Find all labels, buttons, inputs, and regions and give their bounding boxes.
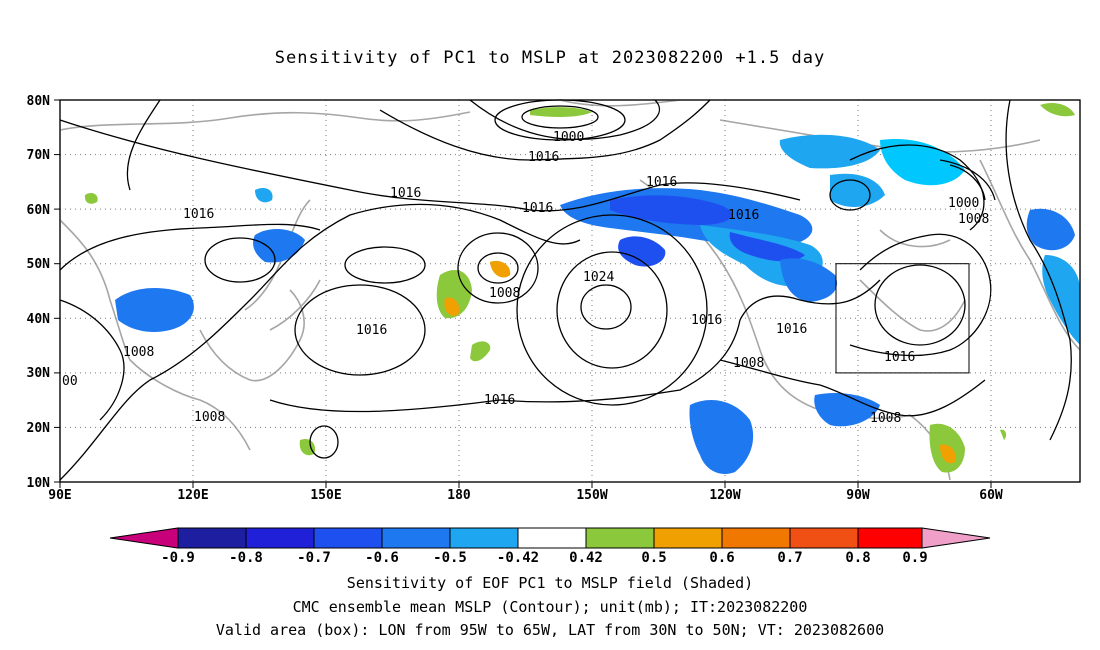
colorbar-label: -0.9 xyxy=(161,550,195,566)
colorbar-label: 0.8 xyxy=(845,550,870,566)
footer-line-1: Sensitivity of EOF PC1 to MSLP field (Sh… xyxy=(346,574,754,592)
colorbar-segment xyxy=(653,527,723,549)
colorbar-segment xyxy=(245,527,315,549)
lat-label: 60N xyxy=(27,203,51,218)
contour-label: 1016 xyxy=(528,150,559,165)
valid-area-box xyxy=(835,263,970,374)
contour-label: 1016 xyxy=(691,313,722,328)
colorbar-labels: -0.9 -0.8 -0.7 -0.6 -0.5 -0.42 0.42 0.5 … xyxy=(161,550,928,566)
lon-label: 60W xyxy=(979,488,1003,503)
colorbar-label: -0.6 xyxy=(365,550,399,566)
colorbar-label: 0.5 xyxy=(641,550,666,566)
contour-label: 1008 xyxy=(733,356,764,371)
colorbar-label: -0.5 xyxy=(433,550,467,566)
colorbar-segment xyxy=(789,527,859,549)
colorbar-label: -0.8 xyxy=(229,550,263,566)
colorbar-segment xyxy=(857,527,923,549)
colorbar-segment xyxy=(721,527,791,549)
lon-label: 90W xyxy=(846,488,870,503)
lat-label: 70N xyxy=(27,148,51,163)
colorbar xyxy=(109,527,991,549)
colorbar-high-arrow xyxy=(921,527,991,549)
lon-labels: 90E 120E 150E 180 150W 120W 90W 60W xyxy=(48,488,1003,503)
lon-label: 120E xyxy=(177,488,208,503)
colorbar-label: 0.9 xyxy=(902,550,927,566)
contour-label: 1000 xyxy=(553,130,584,145)
footer-line-2: CMC ensemble mean MSLP (Contour); unit(m… xyxy=(292,598,808,616)
colorbar-low-arrow xyxy=(109,527,179,549)
colorbar-segment xyxy=(585,527,655,549)
colorbar-segment xyxy=(177,527,247,549)
contour-label: 1016 xyxy=(522,201,553,216)
mslp-contours xyxy=(59,99,1072,481)
footer-line-3: Valid area (box): LON from 95W to 65W, L… xyxy=(215,621,885,639)
contour-label: 1024 xyxy=(583,270,614,285)
lat-label: 20N xyxy=(27,421,51,436)
lat-label: 40N xyxy=(27,312,51,327)
contour-labels: 1000 1016 1016 1016 1016 1016 1016 1008 … xyxy=(62,130,989,426)
contour-label: 1008 xyxy=(958,212,989,227)
contour-label: 1008 xyxy=(489,286,520,301)
lon-label: 90E xyxy=(48,488,71,503)
lon-label: 180 xyxy=(447,488,471,503)
contour-label: 1016 xyxy=(776,322,807,337)
colorbar-label: 0.6 xyxy=(709,550,734,566)
lat-label: 80N xyxy=(27,94,51,109)
colorbar-segment xyxy=(517,527,587,549)
colorbar-label: 0.42 xyxy=(569,550,603,566)
contour-label: 1016 xyxy=(646,175,677,190)
contour-label: 00 xyxy=(62,374,78,389)
colorbar-segment xyxy=(313,527,383,549)
colorbar-segment xyxy=(449,527,519,549)
lon-label: 120W xyxy=(709,488,740,503)
colorbar-segment xyxy=(381,527,451,549)
contour-label: 1008 xyxy=(194,410,225,425)
contour-label: 1016 xyxy=(183,207,214,222)
colorbar-label: -0.42 xyxy=(497,550,539,566)
lat-label: 50N xyxy=(27,257,51,272)
contour-label: 1016 xyxy=(356,323,387,338)
contour-label: 1008 xyxy=(123,345,154,360)
colorbar-label: 0.7 xyxy=(777,550,802,566)
lon-label: 150E xyxy=(310,488,341,503)
lat-label: 10N xyxy=(27,476,51,491)
colorbar-label: -0.7 xyxy=(297,550,331,566)
tick-marks xyxy=(54,99,992,488)
contour-label: 1016 xyxy=(390,186,421,201)
lat-label: 30N xyxy=(27,366,51,381)
lon-label: 150W xyxy=(576,488,607,503)
map-title: Sensitivity of PC1 to MSLP at 2023082200… xyxy=(274,48,826,68)
contour-label: 1000 xyxy=(948,196,979,211)
contour-label: 1008 xyxy=(870,411,901,426)
contour-label: 1016 xyxy=(884,350,915,365)
shaded-sensitivity xyxy=(84,103,1080,475)
lat-labels: 80N 70N 60N 50N 40N 30N 20N 10N xyxy=(27,94,51,491)
contour-label: 1016 xyxy=(728,208,759,223)
contour-label: 1016 xyxy=(484,393,515,408)
